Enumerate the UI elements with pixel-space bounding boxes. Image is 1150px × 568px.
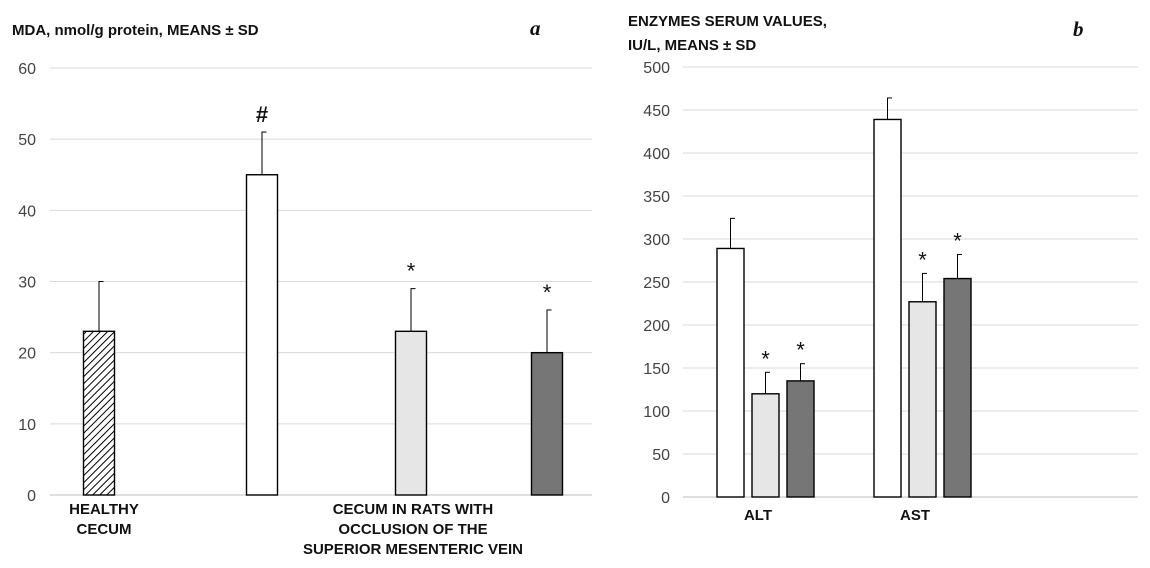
significance-marker-b: * <box>953 228 962 253</box>
bar-b <box>786 380 815 498</box>
y-tick-label-a: 50 <box>18 132 36 149</box>
bar-b <box>751 393 780 498</box>
y-tick-label-b: 250 <box>643 275 670 292</box>
panel-a: MDA, nmol/g protein, MEANS ± SD a 0 10 20 30 4… <box>12 16 592 558</box>
y-tick-label-b: 300 <box>643 232 670 249</box>
bar-a <box>82 330 116 496</box>
bar-a <box>245 174 279 496</box>
x-category-label-a: CECUM IN RATS WITH <box>333 501 494 518</box>
y-tick-label-b: 50 <box>652 447 670 464</box>
y-tick-label-b: 450 <box>643 103 670 120</box>
significance-marker-b: * <box>918 247 927 272</box>
panel-b-letter: b <box>1073 17 1084 41</box>
bar-b <box>908 301 937 498</box>
bar-a <box>530 351 564 496</box>
chart-b-title: IU/L, MEANS ± SD <box>628 37 756 54</box>
significance-marker-a: * <box>543 280 552 305</box>
significance-marker-b: * <box>761 346 770 371</box>
bar-a <box>394 330 428 496</box>
x-category-label-a: SUPERIOR MESENTERIC VEIN <box>303 541 523 558</box>
chart-a-title: MDA, nmol/g protein, MEANS ± SD <box>12 22 259 39</box>
y-tick-label-a: 0 <box>27 488 36 505</box>
x-category-label-a: OCCLUSION OF THE <box>338 521 487 538</box>
significance-marker-a: # <box>256 102 268 127</box>
bar-b <box>873 118 902 498</box>
y-tick-label-b: 200 <box>643 318 670 335</box>
x-category-label-a: HEALTHY <box>69 501 139 518</box>
y-tick-label-b: 0 <box>661 490 670 507</box>
significance-marker-a: * <box>407 259 416 284</box>
y-tick-label-b: 350 <box>643 189 670 206</box>
y-tick-label-b: 150 <box>643 361 670 378</box>
y-tick-label-b: 400 <box>643 146 670 163</box>
y-tick-label-a: 30 <box>18 275 36 292</box>
y-tick-label-b: 500 <box>643 60 670 77</box>
bar-b <box>943 277 972 498</box>
y-tick-label-b: 100 <box>643 404 670 421</box>
y-tick-label-a: 60 <box>18 61 36 78</box>
significance-marker-b: * <box>796 338 805 363</box>
x-category-label-b: ALT <box>744 507 772 524</box>
chart-b-title: ENZYMES SERUM VALUES, <box>628 13 827 30</box>
y-tick-label-a: 20 <box>18 346 36 363</box>
panel-b: ENZYMES SERUM VALUES, IU/L, MEANS ± SD b 0 5… <box>628 13 1138 524</box>
x-category-label-a: CECUM <box>77 521 132 538</box>
panel-a-letter: a <box>530 16 541 40</box>
x-category-label-b: AST <box>900 507 930 524</box>
bar-b <box>716 247 745 498</box>
y-tick-label-a: 40 <box>18 203 36 220</box>
y-tick-label-a: 10 <box>18 417 36 434</box>
